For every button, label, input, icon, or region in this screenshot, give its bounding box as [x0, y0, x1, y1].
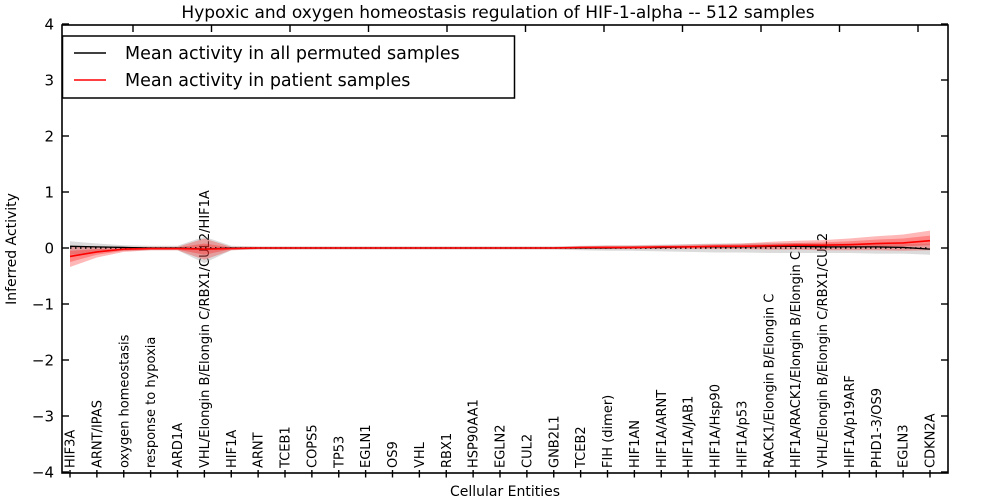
legend-frame — [61, 35, 516, 99]
x-tick-label: response to hypoxia — [144, 337, 159, 468]
chart-title: Hypoxic and oxygen homeostasis regulatio… — [181, 3, 814, 23]
x-tick-label: TCEB2 — [574, 426, 589, 469]
x-tick-label: TCEB1 — [279, 426, 294, 469]
x-tick-label: HIF1A/Hsp90 — [709, 384, 724, 468]
x-tick-label: HSP90AA1 — [467, 399, 482, 468]
y-tick-label: 0 — [44, 240, 54, 258]
x-tick-label: TP53 — [332, 436, 347, 469]
x-tick-label: EGLN2 — [494, 424, 509, 468]
x-tick-label: HIF1A/ARNT — [655, 390, 670, 468]
x-tick-label: EGLN3 — [897, 424, 912, 468]
x-tick-label: HIF1A/p19ARF — [843, 375, 858, 468]
y-tick-label: 1 — [44, 184, 54, 202]
y-tick-label: 4 — [44, 16, 54, 34]
x-tick-label: GNB2L1 — [547, 415, 562, 468]
patient-mean-line — [69, 239, 931, 258]
y-axis-label: Inferred Activity — [4, 193, 20, 305]
legend-entry-patient: Mean activity in patient samples — [74, 71, 410, 91]
x-tick-label: RBX1 — [440, 433, 455, 468]
x-tick-label: VHL/Elongin B/Elongin C/RBX1/CUL2/HIF1A — [198, 190, 213, 468]
x-axis-label: Cellular Entities — [450, 484, 560, 500]
x-tick-label: EGLN1 — [359, 424, 374, 468]
y-tick-label: −4 — [32, 464, 54, 482]
x-tick-label: ARNT/IPAS — [90, 400, 105, 468]
y-tick-label: 2 — [44, 128, 54, 146]
x-tick-label: HIF3A — [64, 430, 79, 468]
patient-samples-spread-outer-band — [70, 230, 930, 268]
permuted-samples-spread-band — [70, 236, 930, 264]
y-tick-label: −2 — [32, 352, 54, 370]
x-tick-label: HIF1AN — [628, 420, 643, 468]
x-tick-label: VHL/Elongin B/Elongin C/RBX1/CUL2 — [816, 233, 831, 468]
x-tick-label: ARD1A — [171, 423, 186, 468]
y-tick-label: 3 — [44, 72, 54, 90]
x-tick-label: CDKN2A — [924, 413, 939, 468]
x-tick-label: RACK1/Elongin B/Elongin C — [762, 294, 777, 468]
x-tick-label: OS9 — [386, 441, 401, 468]
x-tick-label: oxygen homeostasis — [117, 334, 132, 468]
x-tick-label: COPS5 — [305, 424, 320, 468]
x-tick-label: VHL — [413, 441, 428, 468]
legend-box: Mean activity in all permuted samples Me… — [61, 35, 516, 99]
legend-label-patient: Mean activity in patient samples — [125, 71, 410, 91]
x-tick-label: HIF1A/JAB1 — [682, 396, 697, 468]
x-tick-label: HIF1A — [225, 430, 240, 468]
x-tick-label: HIF1A/RACK1/Elongin B/Elongin C — [789, 251, 804, 468]
x-tick-label: HIF1A/p53 — [735, 401, 750, 468]
x-tick-label: ARNT — [252, 432, 267, 468]
y-tick-label: −3 — [32, 408, 54, 426]
x-tick-label: FIH (dimer) — [601, 395, 616, 468]
plot-frame — [61, 24, 949, 474]
legend-label-permuted: Mean activity in all permuted samples — [125, 44, 460, 64]
legend-entry-permuted: Mean activity in all permuted samples — [74, 44, 460, 64]
x-tick-label: PHD1-3/OS9 — [870, 388, 885, 468]
y-tick-label: −1 — [32, 296, 54, 314]
x-tick-label: CUL2 — [520, 434, 535, 468]
